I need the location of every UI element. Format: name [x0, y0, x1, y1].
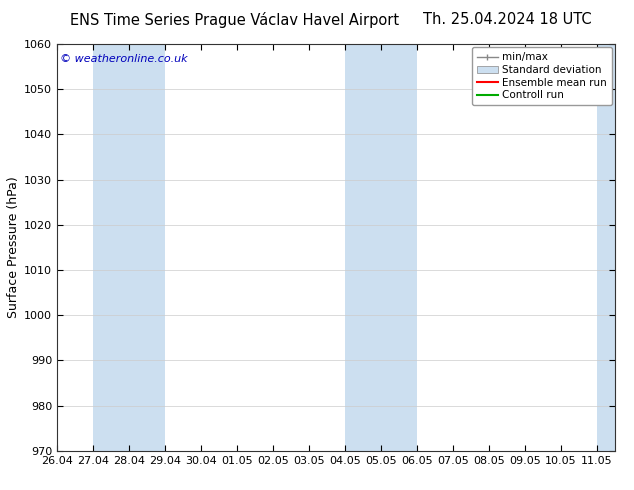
Bar	[597, 44, 615, 451]
Bar	[93, 44, 165, 451]
Legend: min/max, Standard deviation, Ensemble mean run, Controll run: min/max, Standard deviation, Ensemble me…	[472, 47, 612, 105]
Bar	[345, 44, 417, 451]
Text: © weatheronline.co.uk: © weatheronline.co.uk	[60, 54, 188, 64]
Text: Th. 25.04.2024 18 UTC: Th. 25.04.2024 18 UTC	[423, 12, 592, 27]
Text: ENS Time Series Prague Václav Havel Airport: ENS Time Series Prague Václav Havel Airp…	[70, 12, 399, 28]
Y-axis label: Surface Pressure (hPa): Surface Pressure (hPa)	[7, 176, 20, 318]
